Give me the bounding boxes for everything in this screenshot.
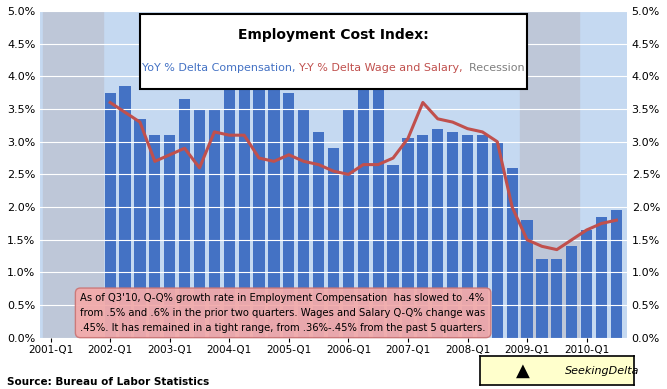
Bar bbox=[581, 230, 592, 338]
Bar bbox=[283, 93, 294, 338]
Bar bbox=[313, 132, 324, 338]
Bar bbox=[596, 217, 607, 338]
Bar bbox=[268, 83, 279, 338]
Bar bbox=[507, 168, 518, 338]
Bar bbox=[253, 86, 265, 338]
Bar bbox=[447, 132, 458, 338]
Bar bbox=[477, 135, 488, 338]
Bar bbox=[388, 165, 399, 338]
Bar bbox=[492, 142, 503, 338]
Bar bbox=[358, 86, 369, 338]
Bar bbox=[418, 135, 428, 338]
Bar bbox=[179, 99, 190, 338]
Bar bbox=[373, 83, 384, 338]
Bar bbox=[551, 259, 562, 338]
Bar bbox=[119, 86, 131, 338]
Text: Y-Y % Delta Wage and Salary,: Y-Y % Delta Wage and Salary, bbox=[299, 63, 462, 74]
Bar bbox=[298, 109, 309, 338]
Bar bbox=[536, 259, 548, 338]
Text: Recession: Recession bbox=[462, 63, 525, 74]
Bar bbox=[164, 135, 175, 338]
Bar bbox=[149, 135, 160, 338]
Text: As of Q3'10, Q-Q% growth rate in Employment Compensation  has slowed to .4%
from: As of Q3'10, Q-Q% growth rate in Employm… bbox=[81, 293, 486, 333]
Text: YoY % Delta Compensation,: YoY % Delta Compensation, bbox=[142, 63, 299, 74]
Bar bbox=[223, 76, 235, 338]
Text: Employment Cost Index:: Employment Cost Index: bbox=[238, 28, 429, 42]
Bar bbox=[209, 109, 220, 338]
Bar bbox=[462, 135, 473, 338]
Bar bbox=[239, 76, 249, 338]
Bar bbox=[328, 148, 339, 338]
Bar bbox=[611, 210, 622, 338]
Bar bbox=[343, 109, 354, 338]
Bar bbox=[105, 93, 116, 338]
Text: SeekingDelta: SeekingDelta bbox=[564, 366, 639, 375]
Bar bbox=[134, 119, 145, 338]
Bar bbox=[194, 109, 205, 338]
Bar bbox=[432, 129, 444, 338]
Text: ▲: ▲ bbox=[516, 361, 530, 380]
Bar bbox=[520, 11, 579, 338]
Text: Source: Bureau of Labor Statistics: Source: Bureau of Labor Statistics bbox=[7, 377, 209, 387]
Bar bbox=[402, 138, 414, 338]
Bar bbox=[566, 246, 578, 338]
Bar bbox=[43, 11, 103, 338]
Bar bbox=[522, 220, 533, 338]
